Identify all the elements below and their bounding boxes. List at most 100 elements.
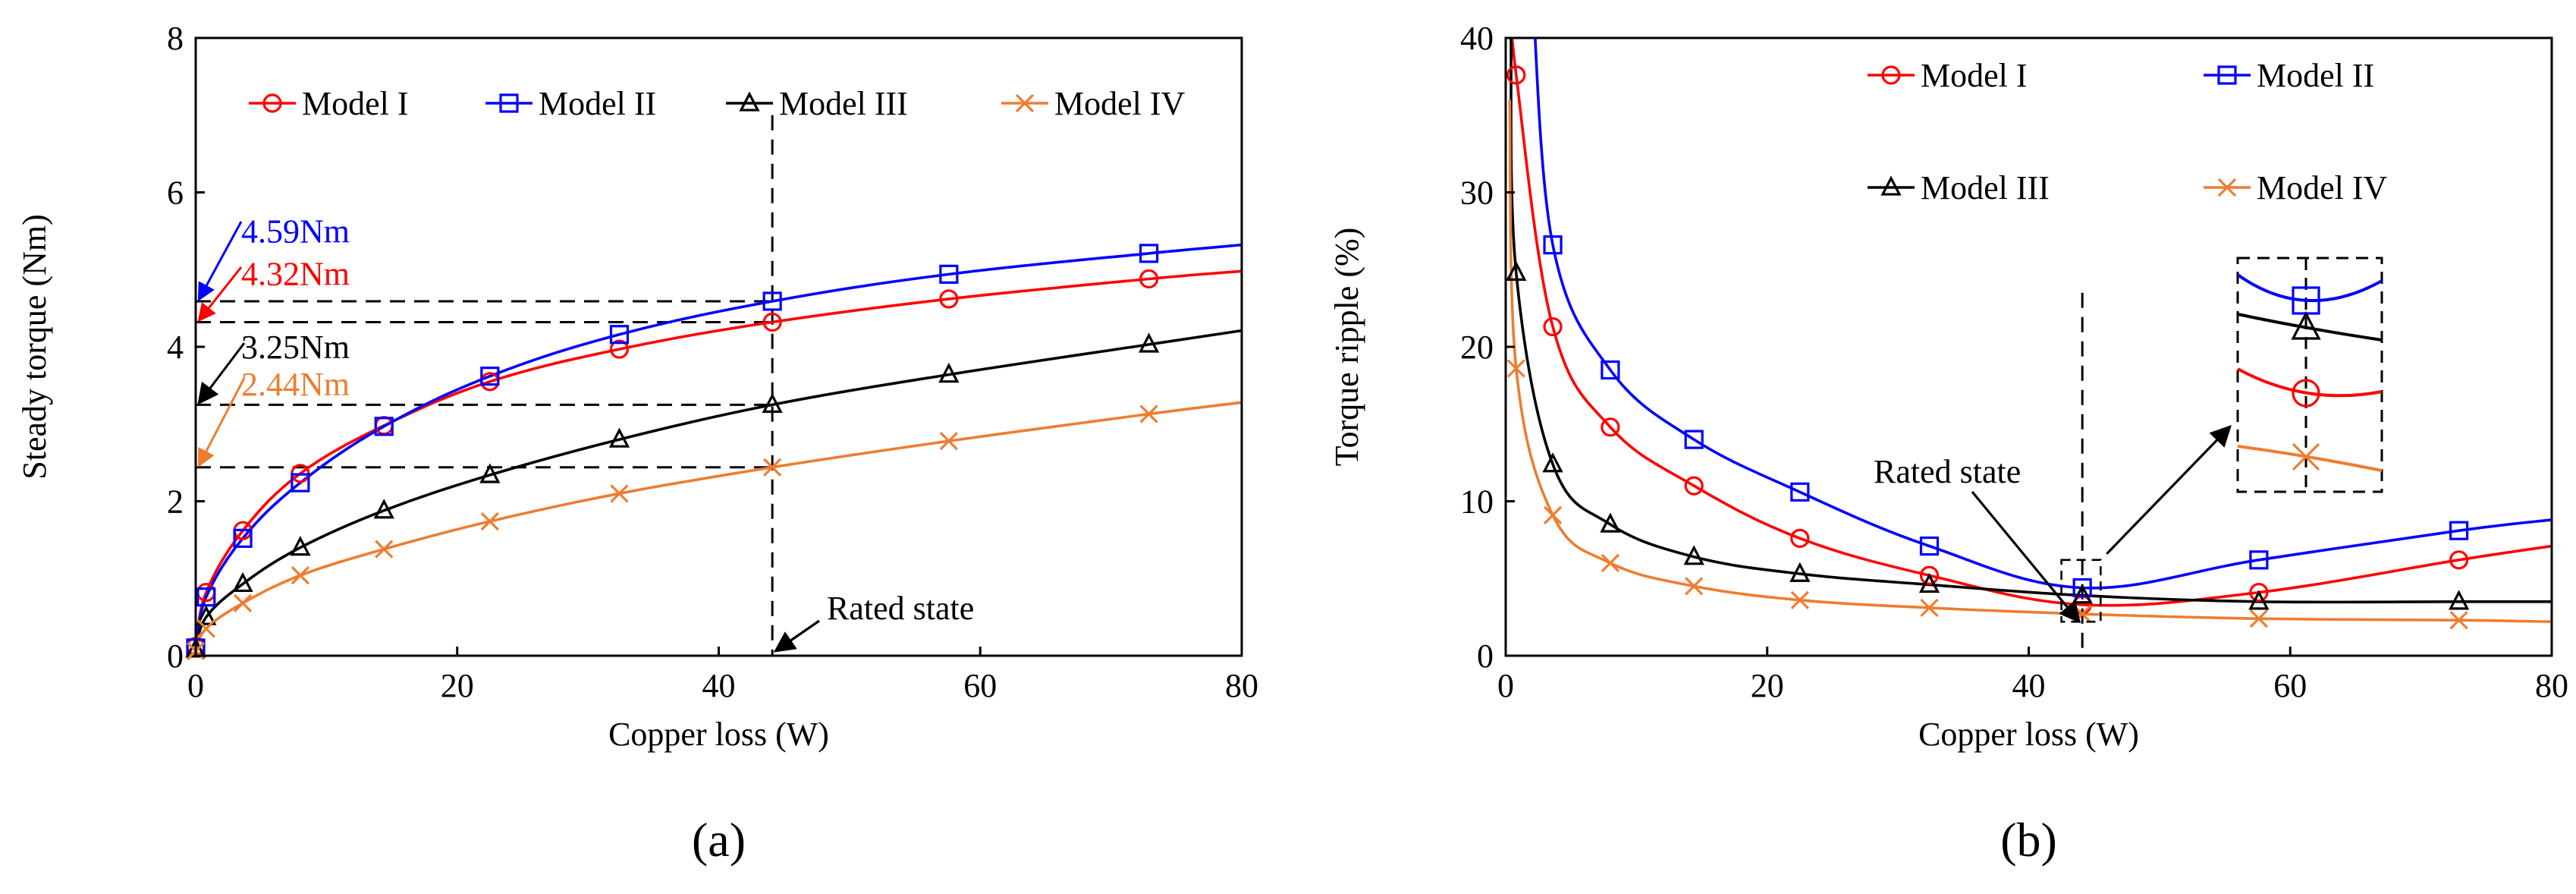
data-point-model-iii bbox=[1683, 545, 1704, 565]
data-point-model-iii bbox=[2248, 590, 2270, 610]
legend-marker-model-iv bbox=[1015, 93, 1035, 113]
inset-marker-model-iv bbox=[2292, 442, 2320, 471]
data-point-model-i bbox=[1543, 316, 1563, 337]
data-point-model-iii bbox=[1600, 512, 1621, 533]
data-point-model-iii bbox=[232, 571, 253, 593]
panel-b-curves bbox=[1508, 38, 2552, 623]
annotation-arrow-2-44nm bbox=[197, 377, 246, 467]
data-point-model-i bbox=[762, 312, 782, 332]
series-line-model-i bbox=[1510, 38, 2552, 607]
series-line-model-iv bbox=[1508, 99, 2552, 623]
y-tick-label: 20 bbox=[1460, 329, 1494, 366]
legend-marker-model-i bbox=[262, 93, 282, 113]
legend-label-model-i: Model I bbox=[1921, 57, 2028, 94]
data-point-model-iii bbox=[1542, 452, 1563, 473]
panel-a-ticks: 0 20 40 60 80 0 2 4 6 8 bbox=[167, 20, 1258, 704]
legend-label-model-iii: Model III bbox=[779, 85, 908, 122]
data-point-model-iv bbox=[939, 432, 959, 451]
annotation-arrow-4-59nm bbox=[197, 221, 243, 302]
data-point-model-ii bbox=[1790, 482, 1810, 502]
annotation-label-2-44nm: 2.44Nm bbox=[241, 366, 350, 403]
panel-b-legend: Model I Model II Model III Model IV bbox=[1868, 57, 2388, 206]
legend-label-model-iv: Model IV bbox=[1054, 85, 1186, 122]
legend-marker-model-iii bbox=[1880, 175, 1902, 196]
data-point-model-iv bbox=[1685, 577, 1704, 596]
data-point-model-iv bbox=[233, 593, 253, 612]
y-tick-label: 30 bbox=[1460, 175, 1494, 212]
data-point-model-ii bbox=[609, 325, 630, 345]
data-point-model-ii bbox=[1543, 235, 1563, 255]
data-point-model-iv bbox=[2249, 609, 2269, 628]
series-line-model-iii bbox=[1509, 38, 2552, 604]
data-point-model-ii bbox=[1684, 430, 1704, 449]
panel-b-label: (b) bbox=[2000, 813, 2057, 867]
data-point-model-iii bbox=[196, 605, 217, 625]
data-point-model-iv bbox=[2449, 611, 2468, 630]
legend-label-model-ii: Model II bbox=[2257, 57, 2374, 94]
x-tick-label: 20 bbox=[441, 667, 474, 704]
data-point-model-iv bbox=[375, 540, 394, 559]
legend-marker-model-ii bbox=[499, 93, 519, 113]
inset-curve-model-iii bbox=[2237, 313, 2383, 342]
data-point-model-iii bbox=[762, 392, 783, 413]
data-point-model-iii bbox=[938, 363, 960, 383]
panel-a-plot-frame bbox=[194, 36, 1243, 657]
rated-state-arrow bbox=[773, 619, 820, 653]
data-point-model-ii bbox=[374, 417, 394, 436]
data-point-model-ii bbox=[2072, 578, 2092, 598]
data-point-model-iii bbox=[2072, 584, 2093, 604]
y-tick-label: 0 bbox=[1477, 637, 1494, 675]
data-point-model-ii bbox=[762, 291, 782, 311]
data-point-model-i bbox=[609, 339, 630, 359]
data-point-model-iv bbox=[1139, 405, 1158, 423]
panel-b-x-axis-label: Copper loss (W) bbox=[1918, 716, 2139, 753]
annotation-arrow-4-32nm bbox=[197, 266, 243, 323]
panel-a-y-axis-label: Steady torque (Nm) bbox=[16, 214, 53, 479]
series-line-model-i bbox=[196, 269, 1242, 647]
data-point-model-i bbox=[2449, 550, 2469, 570]
y-tick-label: 2 bbox=[167, 483, 184, 521]
data-point-model-iii bbox=[479, 463, 501, 483]
data-point-model-i bbox=[1601, 417, 1620, 437]
data-point-model-ii bbox=[939, 264, 959, 284]
panel-a-dashed-guides bbox=[196, 115, 774, 656]
zoom-arrow bbox=[2106, 424, 2232, 555]
data-point-model-ii bbox=[1139, 244, 1159, 263]
series-line-model-ii bbox=[1534, 38, 2552, 590]
legend-label-model-iii: Model III bbox=[1921, 169, 2050, 206]
y-tick-label: 8 bbox=[167, 20, 184, 57]
data-point-model-i bbox=[1684, 476, 1704, 496]
annotation-label-4-59nm: 4.59Nm bbox=[241, 212, 350, 250]
annotation-arrow-3-25nm bbox=[197, 342, 246, 405]
data-point-model-iv bbox=[610, 484, 629, 503]
y-tick-label: 0 bbox=[167, 637, 184, 675]
rated-state-label: Rated state bbox=[827, 590, 974, 627]
data-point-model-i bbox=[1919, 565, 1940, 585]
data-point-model-iii bbox=[1918, 572, 1940, 593]
x-tick-label: 0 bbox=[1497, 667, 1514, 704]
y-tick-label: 10 bbox=[1460, 483, 1494, 521]
data-point-model-iv bbox=[291, 566, 310, 585]
data-point-model-ii bbox=[1601, 360, 1620, 380]
panel-b-zoom-inset bbox=[2236, 257, 2383, 493]
data-point-model-iv bbox=[1506, 359, 1525, 378]
series-line-model-ii bbox=[196, 243, 1242, 649]
data-point-model-iii bbox=[2448, 590, 2470, 610]
data-point-model-iv bbox=[1920, 598, 1939, 618]
x-tick-label: 80 bbox=[1225, 667, 1258, 704]
zoom-region-box bbox=[2060, 559, 2102, 623]
legend-label-model-iv: Model IV bbox=[2257, 169, 2388, 206]
legend-marker-model-iv bbox=[2217, 178, 2237, 197]
x-tick-label: 60 bbox=[2273, 667, 2307, 704]
data-point-model-i bbox=[939, 289, 959, 309]
panel-b-plot-frame bbox=[1504, 36, 2553, 657]
data-point-model-iv bbox=[1543, 505, 1563, 524]
data-point-model-iii bbox=[373, 499, 394, 519]
annotation-label-4-32nm: 4.32Nm bbox=[241, 255, 350, 292]
data-point-model-iii bbox=[290, 535, 311, 556]
panel-a-label: (a) bbox=[692, 813, 746, 867]
data-point-model-iii bbox=[1506, 260, 1527, 281]
data-point-model-ii bbox=[233, 528, 253, 548]
